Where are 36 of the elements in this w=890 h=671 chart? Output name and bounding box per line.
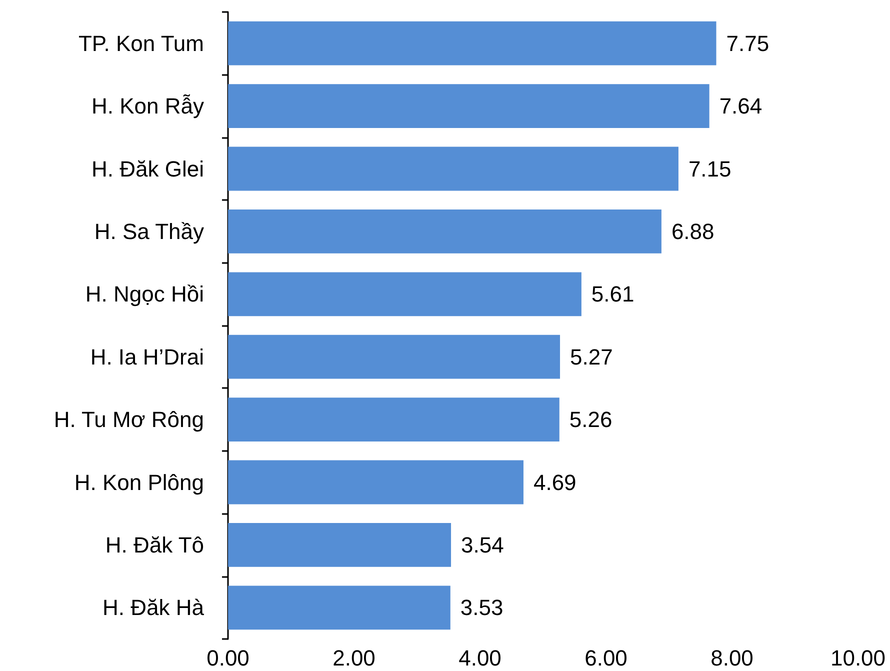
data-label: 5.27 xyxy=(570,344,613,370)
y-tick-label: H. Kon Rẫy xyxy=(92,94,204,119)
bar xyxy=(228,398,560,442)
bar xyxy=(228,460,524,504)
y-tick-label: H. Kon Plông xyxy=(74,470,204,495)
data-label: 5.26 xyxy=(569,407,612,432)
data-label: 6.88 xyxy=(671,218,714,244)
data-label: 3.53 xyxy=(460,595,504,620)
y-tick-label: H. Đăk Glei xyxy=(92,156,204,182)
x-tick-label: 8.00 xyxy=(710,646,754,670)
bar xyxy=(228,523,452,567)
y-tick-label: H. Đăk Hà xyxy=(102,595,205,620)
bar xyxy=(228,84,710,128)
bar xyxy=(228,146,678,191)
bar xyxy=(228,210,662,254)
data-label: 3.54 xyxy=(461,532,504,558)
x-tick-label: 4.00 xyxy=(458,646,502,670)
y-tick-label: H. Sa Thầy xyxy=(94,218,204,244)
data-label: 7.75 xyxy=(726,30,770,56)
data-label: 7.15 xyxy=(688,156,732,182)
y-tick-label: H. Ia H’Drai xyxy=(90,344,204,370)
x-tick-label: 10.00 xyxy=(830,646,886,670)
x-tick-label: 2.00 xyxy=(332,646,376,670)
data-label: 5.61 xyxy=(591,282,634,307)
y-tick-label: TP. Kon Tum xyxy=(78,30,204,56)
bar xyxy=(228,272,582,316)
data-label: 4.69 xyxy=(533,470,576,495)
bar xyxy=(228,21,716,66)
x-tick-label: 6.00 xyxy=(584,646,628,670)
bar xyxy=(228,586,450,630)
y-tick-label: H. Tu Mơ Rông xyxy=(54,407,204,432)
y-tick-label: H. Ngọc Hồi xyxy=(85,282,204,307)
y-tick-label: H. Đăk Tô xyxy=(105,532,204,558)
bar xyxy=(228,334,560,379)
x-tick-label: 0.00 xyxy=(206,646,250,670)
data-label: 7.64 xyxy=(719,94,762,119)
